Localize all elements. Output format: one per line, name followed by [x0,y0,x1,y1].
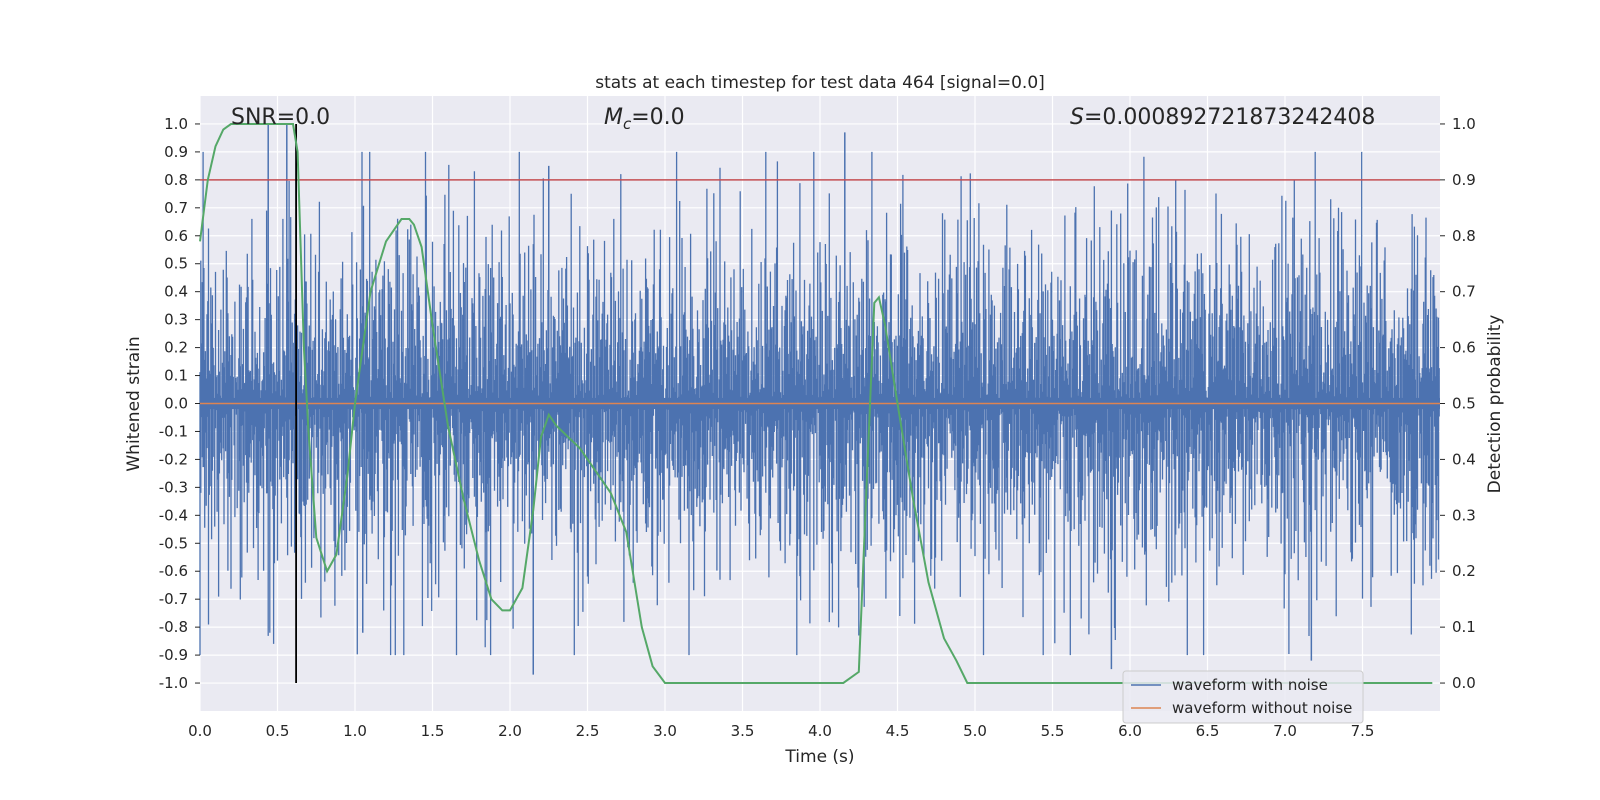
y-tick-label: -0.9 [159,646,188,664]
ticks: 0.0 0.5 1.0 1.5 2.0 2.5 3.0 3.5 4.0 4.5 5.0 5.5 6.0 6… [159,115,1476,740]
y-tick-label: -0.5 [159,534,188,552]
y2-tick-label: 0.7 [1452,283,1476,301]
overlay-lines [199,123,1440,684]
s-symbol: S [1070,105,1084,130]
y-tick-label: 0.7 [164,199,188,217]
y-tick-label: 0.6 [164,227,188,245]
y-tick-label: -0.6 [159,562,188,580]
s-value: =0.000892721873242408 [1084,105,1375,130]
x-tick-label: 4.5 [886,722,910,740]
x-tick-label: 6.5 [1196,722,1220,740]
x-tick-label: 3.5 [731,722,755,740]
x-tick-label: 0.0 [188,722,212,740]
snr-annotation: SNR=0.0 [231,105,330,130]
x-tick-label: 6.0 [1118,722,1142,740]
y2-tick-label: 0.0 [1452,674,1476,692]
x-tick-label: 2.0 [498,722,522,740]
detection-probability-line [199,123,1433,684]
y2-tick-label: 0.5 [1452,395,1476,413]
y2-tick-label: 0.8 [1452,227,1476,245]
y-tick-label: -0.8 [159,618,188,636]
y2-tick-label: 0.9 [1452,171,1476,189]
y-axis-label: Whitened strain [124,336,144,471]
x-axis-label: Time (s) [784,747,854,767]
legend-label-clean: waveform without noise [1172,699,1352,717]
y-tick-label: -0.1 [159,422,188,440]
y2-axis-label: Detection probability [1485,315,1505,494]
chart-title: stats at each timestep for test data 464… [595,73,1045,93]
y2-tick-label: 0.4 [1452,450,1476,468]
x-tick-label: 7.0 [1273,722,1297,740]
y-tick-label: 0.1 [164,367,188,385]
x-tick-label: 5.5 [1041,722,1065,740]
legend: waveform with noise waveform without noi… [1122,670,1364,724]
mc-symbol: M [604,105,623,130]
mc-value: =0.0 [631,105,684,130]
y2-tick-label: 0.6 [1452,339,1476,357]
y2-tick-label: 1.0 [1452,115,1476,133]
y2-tick-label: 0.3 [1452,506,1476,524]
y-tick-label: 0.8 [164,171,188,189]
x-tick-label: 5.0 [963,722,987,740]
s-annotation: S=0.000892721873242408 [1070,105,1375,130]
y-tick-label: -0.2 [159,450,188,468]
mc-subscript: c [623,115,632,133]
y-tick-label: -0.3 [159,478,188,496]
x-tick-label: 7.5 [1351,722,1375,740]
y-tick-label: 0.4 [164,283,188,301]
mc-annotation: Mc=0.0 [604,105,685,133]
y-tick-label: -0.4 [159,506,188,524]
y-tick-label: 0.5 [164,255,188,273]
y-tick-label: 0.9 [164,143,188,161]
y-tick-label: -1.0 [159,674,188,692]
y-tick-label: 0.3 [164,311,188,329]
x-tick-label: 4.0 [808,722,832,740]
x-tick-label: 0.5 [266,722,290,740]
x-tick-label: 1.0 [343,722,367,740]
y2-tick-label: 0.2 [1452,562,1476,580]
y-tick-label: 0.0 [164,395,188,413]
legend-box [1122,670,1364,724]
x-tick-label: 1.5 [421,722,445,740]
y-tick-label: 0.2 [164,339,188,357]
y2-tick-label: 0.1 [1452,618,1476,636]
y-tick-label: 1.0 [164,115,188,133]
legend-label-noise: waveform with noise [1172,676,1328,694]
x-tick-label: 2.5 [576,722,600,740]
y-tick-label: -0.7 [159,590,188,608]
x-tick-label: 3.0 [653,722,677,740]
